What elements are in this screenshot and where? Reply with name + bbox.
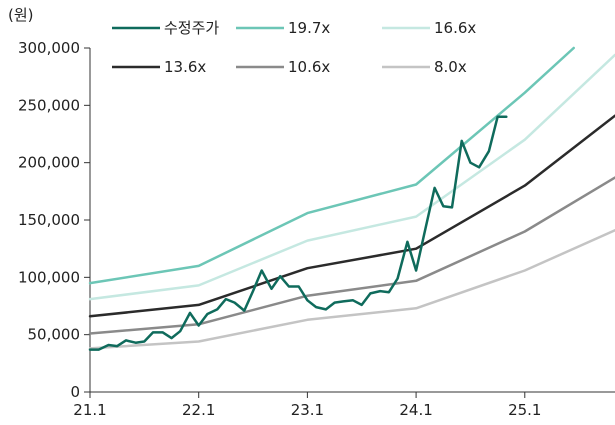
legend: 수정주가 19.7x 16.6x 13.6x 10.6x 8.0x bbox=[112, 19, 476, 76]
legend-label: 19.7x bbox=[288, 19, 330, 37]
y-tick-label: 0 bbox=[70, 383, 80, 401]
series-lines bbox=[90, 48, 615, 350]
x-tick-label: 24.1 bbox=[399, 401, 432, 419]
y-tick-label: 150,000 bbox=[18, 211, 80, 229]
series-line-13-6x bbox=[90, 116, 615, 317]
legend-label: 16.6x bbox=[434, 19, 476, 37]
y-tick-label: 100,000 bbox=[18, 268, 80, 286]
legend-label: 8.0x bbox=[434, 58, 467, 76]
legend-label: 수정주가 bbox=[164, 19, 219, 37]
x-tick-label: 21.1 bbox=[73, 401, 106, 419]
axes: 0 50,000 100,000 150,000 200,000 250,000 300,0… bbox=[18, 39, 615, 419]
series-line-19-7x bbox=[90, 48, 574, 283]
y-axis-unit-label: (원) bbox=[8, 6, 34, 24]
y-tick-label: 50,000 bbox=[28, 326, 81, 344]
legend-label: 13.6x bbox=[164, 58, 206, 76]
x-tick-label: 25.1 bbox=[508, 401, 541, 419]
y-tick-label: 300,000 bbox=[18, 39, 80, 57]
y-tick-label: 200,000 bbox=[18, 154, 80, 172]
x-tick-label: 23.1 bbox=[291, 401, 324, 419]
x-tick-label: 22.1 bbox=[182, 401, 215, 419]
legend-label: 10.6x bbox=[288, 58, 330, 76]
y-tick-label: 250,000 bbox=[18, 96, 80, 114]
